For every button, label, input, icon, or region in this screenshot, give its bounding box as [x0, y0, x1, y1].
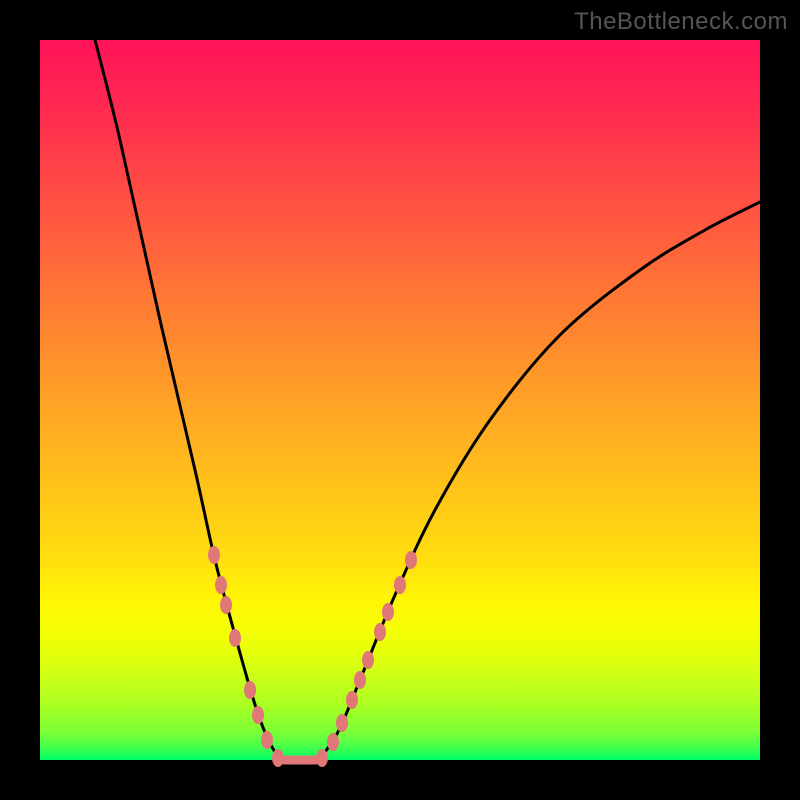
marker-dot [346, 691, 358, 709]
marker-dot [220, 596, 232, 614]
marker-dot [336, 714, 348, 732]
plot-area [40, 40, 760, 760]
marker-dot [354, 671, 366, 689]
marker-dot [394, 576, 406, 594]
marker-dot [327, 733, 339, 751]
marker-dot [362, 651, 374, 669]
watermark-text: TheBottleneck.com [574, 8, 788, 36]
marker-dot [252, 706, 264, 724]
marker-dot [316, 749, 328, 767]
marker-dot [208, 546, 220, 564]
marker-dot [261, 731, 273, 749]
curve-right [316, 202, 760, 760]
curve-left [95, 40, 284, 760]
markers-right [316, 551, 417, 767]
marker-dot [272, 749, 284, 767]
marker-dot [244, 681, 256, 699]
marker-dot [405, 551, 417, 569]
marker-dot [229, 629, 241, 647]
marker-dot [215, 576, 227, 594]
markers-left [208, 546, 284, 767]
marker-dot [374, 623, 386, 641]
chart-svg [40, 40, 760, 760]
marker-dot [382, 603, 394, 621]
